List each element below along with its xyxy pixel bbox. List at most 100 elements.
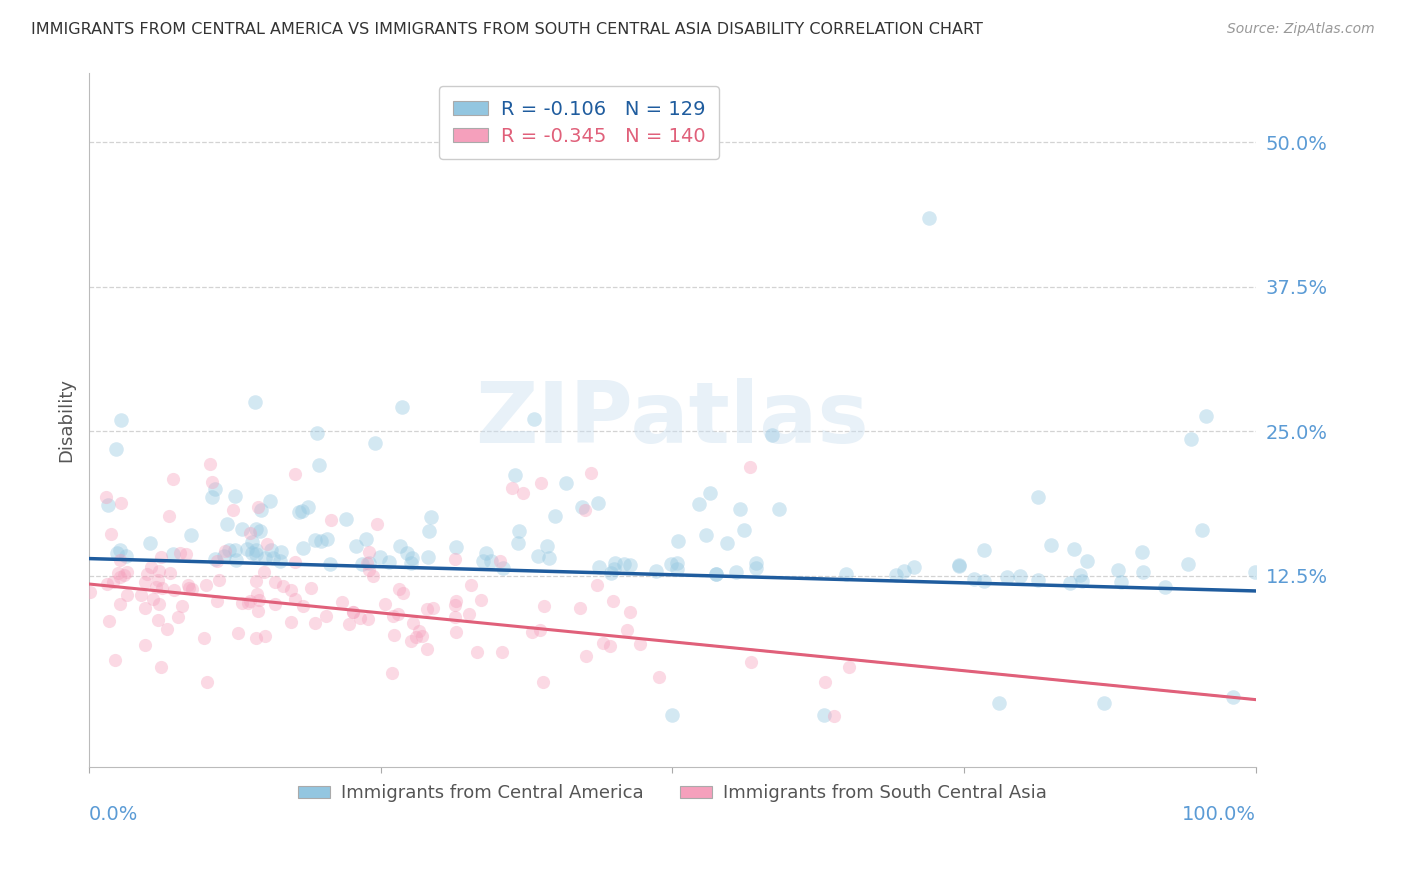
- Point: [963, 572, 986, 586]
- Point: [508, 524, 530, 539]
- Point: [616, 623, 638, 637]
- Point: [169, 546, 191, 560]
- Point: [263, 597, 285, 611]
- Point: [212, 549, 235, 563]
- Point: [599, 640, 621, 654]
- Point: [280, 583, 302, 598]
- Point: [319, 558, 342, 572]
- Text: ZIPatlas: ZIPatlas: [475, 378, 869, 461]
- Point: [201, 475, 224, 489]
- Point: [1069, 568, 1091, 582]
- Point: [240, 546, 263, 560]
- Point: [768, 501, 790, 516]
- Point: [619, 606, 641, 620]
- Point: [110, 569, 132, 583]
- Point: [344, 539, 367, 553]
- Point: [269, 554, 291, 568]
- Point: [177, 578, 200, 592]
- Point: [357, 556, 380, 570]
- Point: [529, 623, 551, 637]
- Point: [740, 655, 762, 669]
- Point: [995, 570, 1018, 584]
- Point: [254, 629, 277, 643]
- Point: [1063, 542, 1085, 557]
- Point: [405, 631, 427, 645]
- Point: [134, 601, 156, 615]
- Point: [368, 550, 391, 565]
- Point: [568, 600, 591, 615]
- Point: [205, 594, 228, 608]
- Point: [246, 500, 269, 514]
- Point: [648, 670, 671, 684]
- Point: [411, 629, 433, 643]
- Point: [238, 596, 260, 610]
- Point: [592, 636, 614, 650]
- Point: [245, 547, 267, 561]
- Point: [149, 550, 172, 565]
- Point: [292, 599, 315, 613]
- Point: [388, 539, 411, 553]
- Point: [245, 543, 267, 558]
- Point: [259, 542, 281, 557]
- Point: [342, 606, 364, 620]
- Point: [330, 595, 353, 609]
- Point: [284, 467, 307, 482]
- Point: [523, 412, 546, 426]
- Point: [520, 624, 543, 639]
- Point: [659, 557, 682, 571]
- Point: [834, 566, 856, 581]
- Point: [422, 600, 444, 615]
- Point: [208, 573, 231, 587]
- Point: [443, 598, 465, 612]
- Point: [197, 674, 219, 689]
- Point: [239, 526, 262, 541]
- Point: [146, 573, 169, 587]
- Point: [973, 574, 995, 589]
- Point: [167, 610, 190, 624]
- Text: IMMIGRANTS FROM CENTRAL AMERICA VS IMMIGRANTS FROM SOUTH CENTRAL ASIA DISABILITY: IMMIGRANTS FROM CENTRAL AMERICA VS IMMIG…: [31, 22, 983, 37]
- Text: 100.0%: 100.0%: [1182, 805, 1256, 824]
- Point: [247, 604, 270, 618]
- Point: [884, 568, 907, 582]
- Point: [180, 582, 202, 596]
- Point: [163, 582, 186, 597]
- Point: [357, 545, 380, 559]
- Point: [129, 588, 152, 602]
- Point: [600, 566, 623, 580]
- Point: [304, 615, 326, 630]
- Point: [222, 503, 245, 517]
- Point: [728, 502, 751, 516]
- Point: [536, 539, 558, 553]
- Point: [392, 586, 415, 600]
- Point: [472, 554, 495, 568]
- Point: [503, 467, 526, 482]
- Point: [96, 577, 118, 591]
- Point: [97, 498, 120, 512]
- Point: [280, 615, 302, 630]
- Point: [214, 544, 236, 558]
- Point: [387, 607, 409, 621]
- Text: Source: ZipAtlas.com: Source: ZipAtlas.com: [1227, 22, 1375, 37]
- Point: [193, 631, 215, 645]
- Point: [666, 533, 689, 548]
- Point: [661, 707, 683, 722]
- Point: [699, 486, 721, 500]
- Point: [105, 442, 128, 456]
- Point: [252, 565, 274, 579]
- Point: [112, 568, 135, 582]
- Point: [704, 566, 727, 581]
- Point: [249, 524, 271, 539]
- Point: [204, 483, 226, 497]
- Point: [366, 516, 388, 531]
- Point: [420, 509, 443, 524]
- Point: [418, 549, 440, 564]
- Point: [1092, 696, 1115, 710]
- Point: [159, 566, 181, 580]
- Point: [218, 543, 240, 558]
- Point: [574, 502, 596, 516]
- Point: [1191, 523, 1213, 537]
- Point: [1177, 557, 1199, 571]
- Point: [530, 476, 553, 491]
- Point: [554, 475, 576, 490]
- Point: [162, 473, 184, 487]
